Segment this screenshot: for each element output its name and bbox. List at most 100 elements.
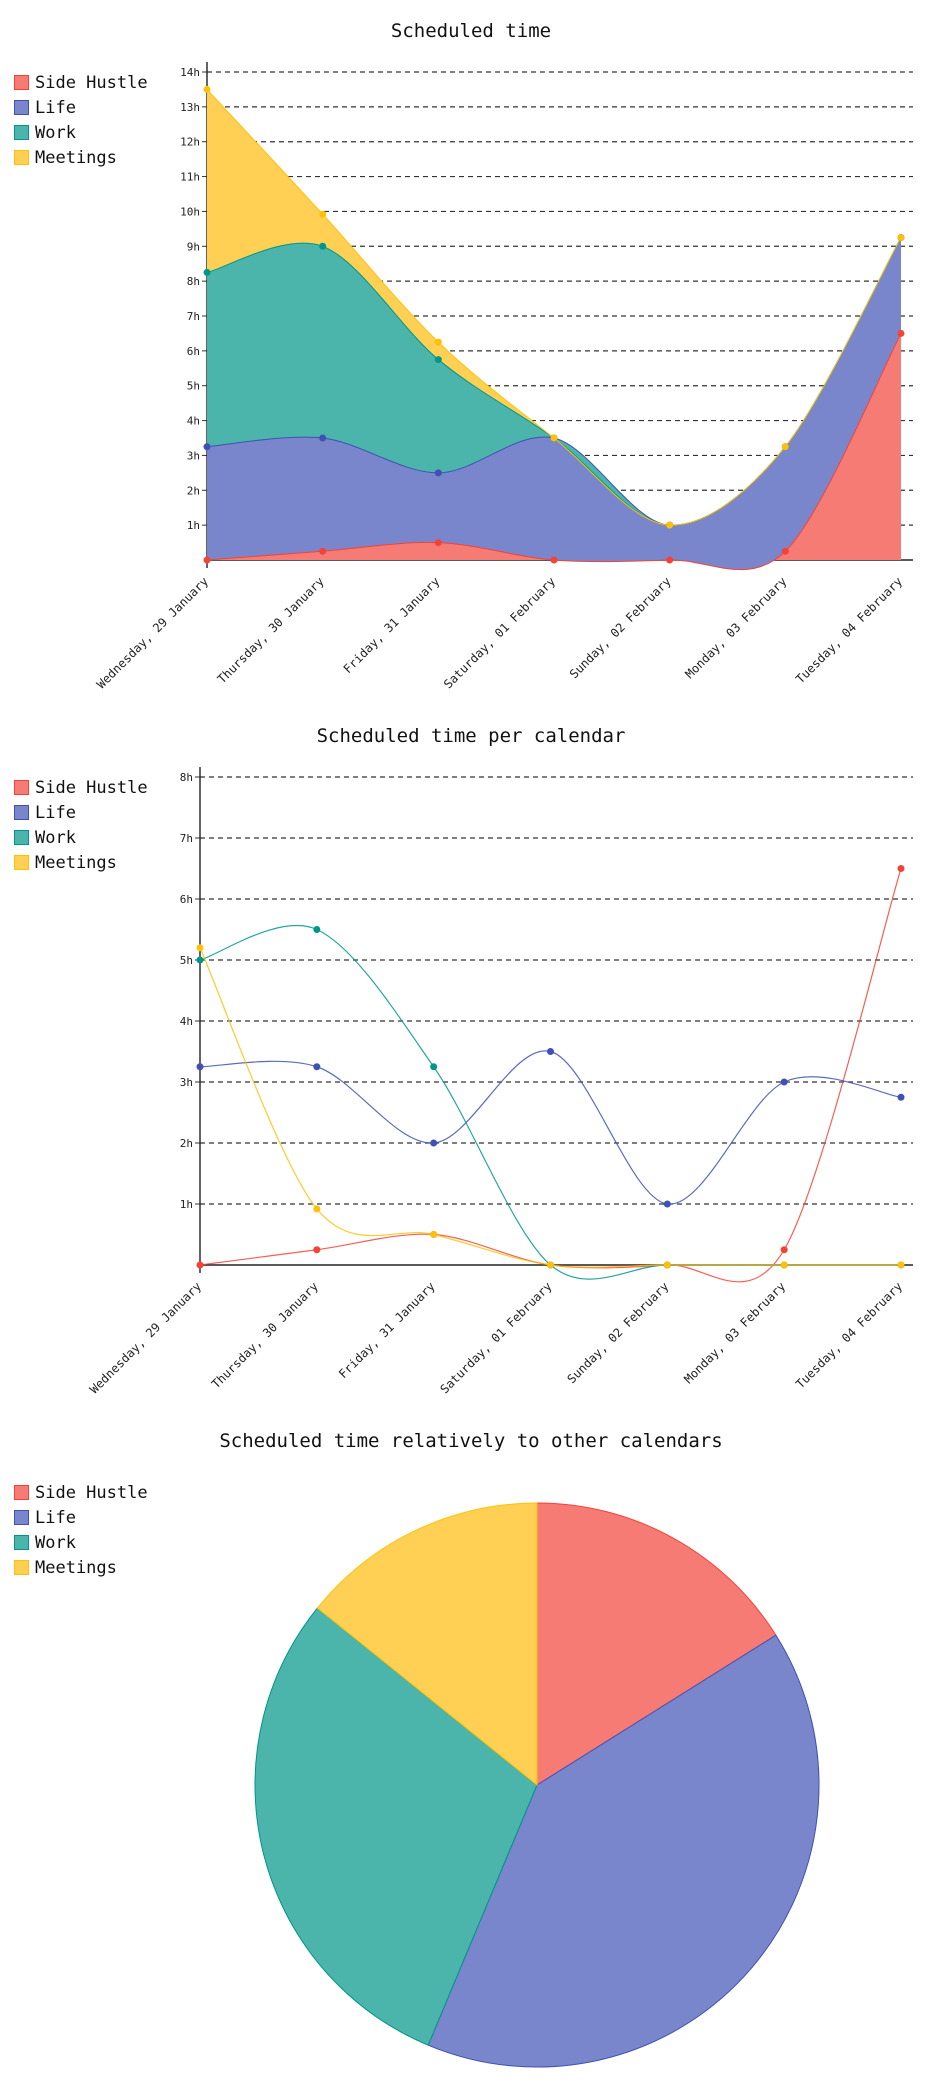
legend-label: Life <box>35 802 76 823</box>
data-point-meetings <box>434 338 442 346</box>
legend-item-meetings[interactable]: Meetings <box>14 850 148 875</box>
chart-title: Scheduled time per calendar <box>316 725 626 747</box>
data-point-work <box>430 1063 438 1071</box>
legend-item-life[interactable]: Life <box>14 95 148 120</box>
data-point-life <box>319 434 327 442</box>
data-point-life <box>196 1063 204 1071</box>
y-tick-label: 1h <box>187 519 200 532</box>
x-tick-label: Friday, 31 January <box>336 1279 438 1381</box>
legend-swatch-life <box>14 1510 29 1525</box>
y-tick-label: 6h <box>187 345 200 358</box>
data-point-meetings <box>781 443 789 451</box>
legend-item-meetings[interactable]: Meetings <box>14 145 148 170</box>
y-tick-label: 10h <box>180 205 200 218</box>
data-point-meetings <box>663 1261 671 1269</box>
x-tick-label: Tuesday, 04 February <box>793 1279 905 1391</box>
data-point-life <box>663 1200 671 1208</box>
y-tick-label: 2h <box>187 484 200 497</box>
y-tick-label: 5h <box>180 954 193 967</box>
pie-slice-meetings <box>316 1502 538 1787</box>
chart-title: Scheduled time <box>390 20 552 42</box>
legend-item-work[interactable]: Work <box>14 1530 148 1555</box>
area-work <box>207 237 901 526</box>
data-point-life <box>434 469 442 477</box>
legend-item-side-hustle[interactable]: Side Hustle <box>14 1480 148 1505</box>
data-point-work <box>319 242 327 250</box>
legend-swatch-work <box>14 830 29 845</box>
data-point-meetings <box>897 234 905 242</box>
x-tick-label: Tuesday, 04 February <box>793 574 905 686</box>
data-point-work <box>434 356 442 364</box>
legend-item-work[interactable]: Work <box>14 825 148 850</box>
data-point-side-hustle <box>203 556 211 564</box>
legend-swatch-side-hustle <box>14 1485 29 1500</box>
legend-swatch-side-hustle <box>14 780 29 795</box>
data-point-life <box>547 1048 554 1055</box>
legend: Side Hustle Life Work Meetings <box>14 1480 148 1580</box>
y-tick-label: 3h <box>187 449 200 462</box>
data-point-meetings <box>666 521 674 529</box>
legend-label: Life <box>35 1507 76 1528</box>
data-point-meetings <box>550 434 558 442</box>
legend-label: Meetings <box>35 1557 117 1578</box>
legend-swatch-meetings <box>14 1560 29 1575</box>
y-tick-label: 5h <box>187 380 200 393</box>
legend-label: Work <box>35 1532 76 1553</box>
data-point-life <box>897 1093 905 1101</box>
data-point-side-hustle <box>666 556 674 564</box>
legend-item-life[interactable]: Life <box>14 1505 148 1530</box>
data-point-side-hustle <box>196 1261 204 1269</box>
x-tick-label: Sunday, 02 February <box>567 574 674 681</box>
line-life <box>199 1050 902 1205</box>
data-point-meetings <box>547 1261 554 1269</box>
legend-item-work[interactable]: Work <box>14 120 148 145</box>
data-point-side-hustle <box>313 1246 321 1254</box>
legend-label: Side Hustle <box>35 1482 148 1503</box>
x-tick-label: Friday, 31 January <box>341 574 443 676</box>
data-point-side-hustle <box>780 1246 788 1254</box>
data-point-life <box>780 1078 788 1086</box>
y-tick-label: 9h <box>187 240 200 253</box>
line-meetings <box>199 947 901 1268</box>
legend: Side Hustle Life Work Meetings <box>14 70 148 170</box>
y-tick-label: 1h <box>180 1198 193 1211</box>
legend-label: Side Hustle <box>35 777 148 798</box>
data-point-meetings <box>319 210 327 218</box>
data-point-work <box>196 956 204 964</box>
legend-item-side-hustle[interactable]: Side Hustle <box>14 775 148 800</box>
y-tick-label: 11h <box>180 171 200 184</box>
y-tick-label: 2h <box>180 1137 193 1150</box>
data-point-side-hustle <box>897 865 905 872</box>
y-tick-label: 4h <box>187 415 200 428</box>
legend-label: Work <box>35 122 76 143</box>
x-tick-label: Monday, 03 February <box>681 1279 788 1386</box>
x-tick-label: Wednesday, 29 January <box>87 1279 204 1396</box>
y-tick-label: 6h <box>180 893 193 906</box>
y-tick-label: 3h <box>180 1076 193 1089</box>
data-point-meetings <box>897 1261 905 1269</box>
pie-slice-work <box>254 1607 538 2046</box>
legend-label: Meetings <box>35 147 117 168</box>
data-point-meetings <box>780 1261 788 1269</box>
legend: Side Hustle Life Work Meetings <box>14 775 148 875</box>
line-plot: 1h 2h 3h 4h 5h 6h 7h 8h Wednesday, 29 January Thu… <box>87 767 913 1396</box>
y-tick-label: 14h <box>180 66 200 79</box>
legend-label: Meetings <box>35 852 117 873</box>
stacked-area-chart-panel: Scheduled time Side Hustle Life Work Mee… <box>0 0 942 705</box>
y-tick-label: 13h <box>180 101 200 114</box>
x-tick-label: Sunday, 02 February <box>564 1279 671 1386</box>
legend-item-life[interactable]: Life <box>14 800 148 825</box>
data-point-side-hustle <box>550 556 558 564</box>
legend-item-meetings[interactable]: Meetings <box>14 1555 148 1580</box>
pie-slice-life <box>427 1634 820 2068</box>
data-point-life <box>203 443 211 451</box>
data-point-meetings <box>203 85 211 93</box>
legend-item-side-hustle[interactable]: Side Hustle <box>14 70 148 95</box>
y-tick-label: 12h <box>180 136 200 149</box>
data-point-meetings <box>313 1205 321 1213</box>
pie-slice-side-hustle <box>536 1502 777 1786</box>
legend-swatch-meetings <box>14 150 29 165</box>
data-point-side-hustle <box>319 547 327 555</box>
data-point-side-hustle <box>897 329 905 337</box>
legend-swatch-meetings <box>14 855 29 870</box>
